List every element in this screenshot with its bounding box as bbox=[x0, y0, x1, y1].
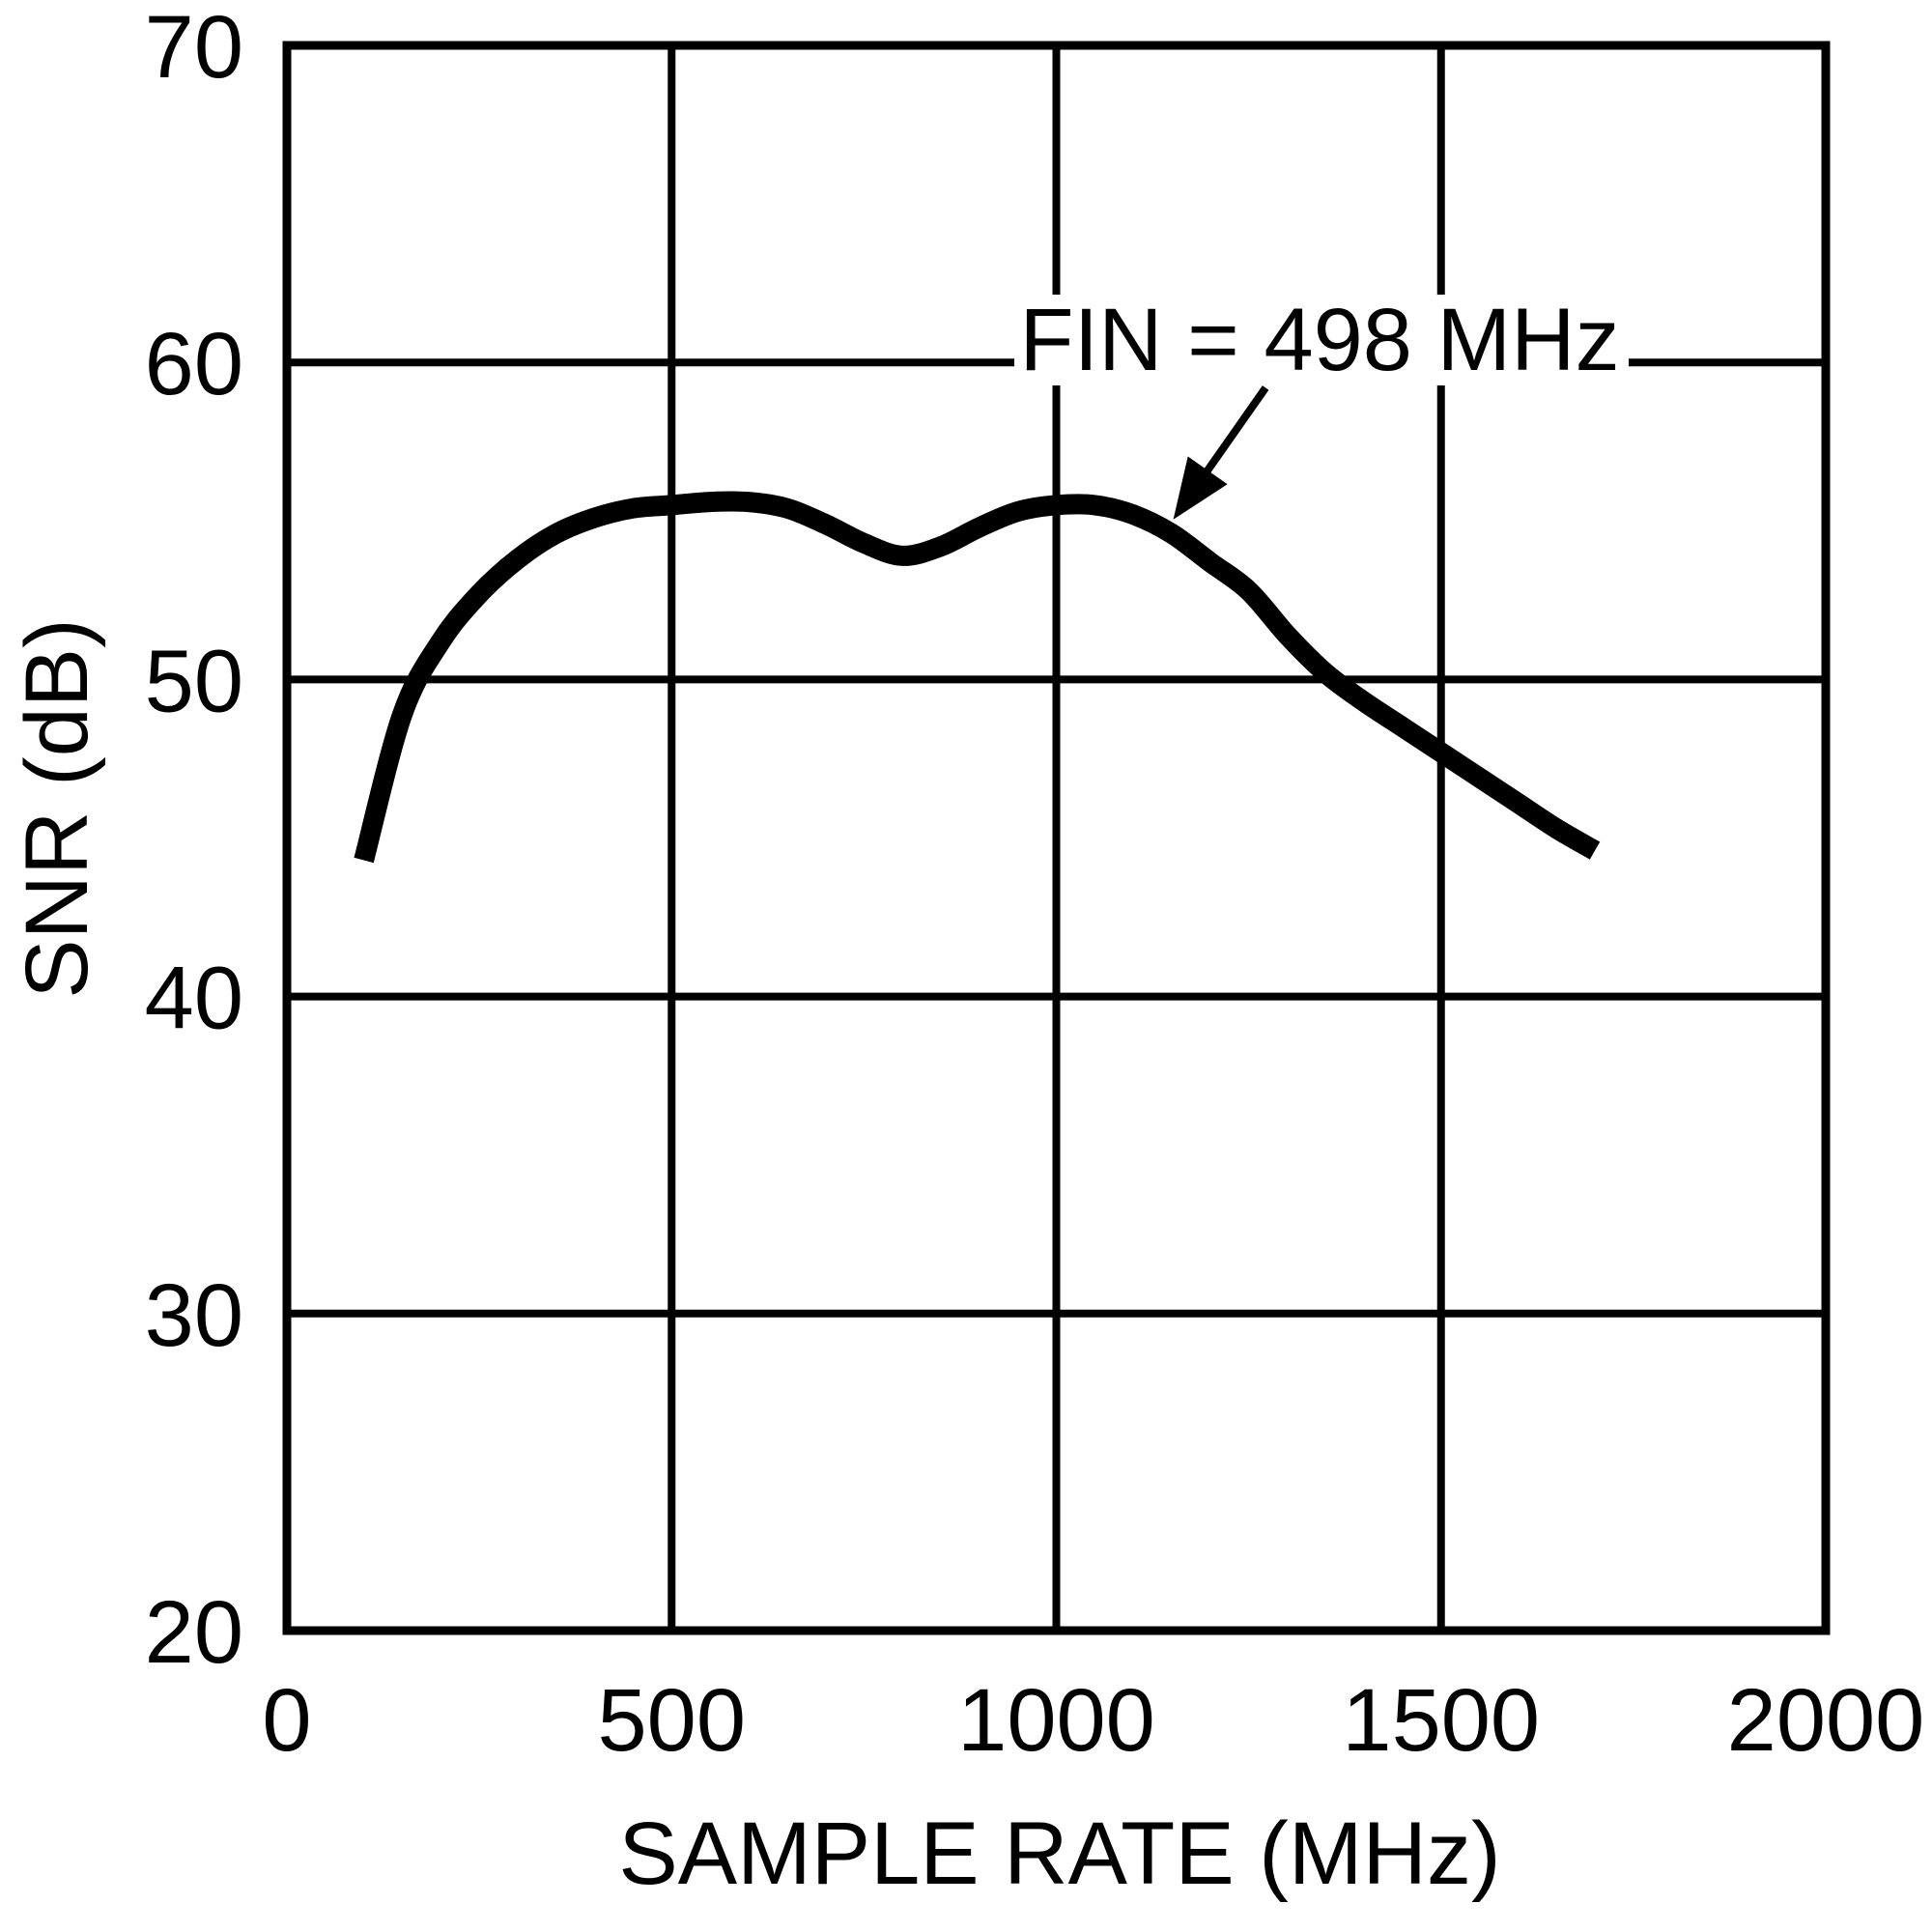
annotation-background bbox=[1014, 295, 1629, 385]
arrow-head bbox=[1173, 456, 1228, 520]
y-tick-label-60: 60 bbox=[145, 315, 243, 413]
y-tick-label-50: 50 bbox=[145, 632, 243, 730]
y-tick-label-70: 70 bbox=[145, 0, 243, 97]
x-tick-label-1500: 1500 bbox=[1342, 1671, 1540, 1770]
y-tick-label-20: 20 bbox=[145, 1583, 243, 1682]
x-tick-label-0: 0 bbox=[262, 1671, 311, 1770]
y-tick-labels: 20 30 40 50 60 70 bbox=[145, 0, 243, 1682]
x-tick-label-500: 500 bbox=[598, 1671, 747, 1770]
snr-curve-series bbox=[354, 491, 1601, 864]
annotation-arrow-icon bbox=[1173, 385, 1269, 520]
x-axis-title: SAMPLE RATE (MHz) bbox=[618, 1804, 1500, 1903]
grid-layer bbox=[283, 42, 1830, 1634]
y-tick-label-40: 40 bbox=[145, 950, 243, 1048]
x-tick-label-2000: 2000 bbox=[1727, 1671, 1925, 1770]
annotation-layer: FIN = 498 MHz bbox=[1014, 291, 1629, 520]
x-tick-labels: 0 500 1000 1500 2000 bbox=[262, 1671, 1924, 1770]
y-tick-label-30: 30 bbox=[145, 1266, 243, 1365]
arrow-shaft bbox=[1199, 385, 1269, 481]
x-tick-label-1000: 1000 bbox=[957, 1671, 1155, 1770]
y-axis-title: SNR (dB) bbox=[8, 618, 106, 999]
annotation-label: FIN = 498 MHz bbox=[1019, 291, 1619, 389]
plot-frame bbox=[282, 41, 1831, 1635]
